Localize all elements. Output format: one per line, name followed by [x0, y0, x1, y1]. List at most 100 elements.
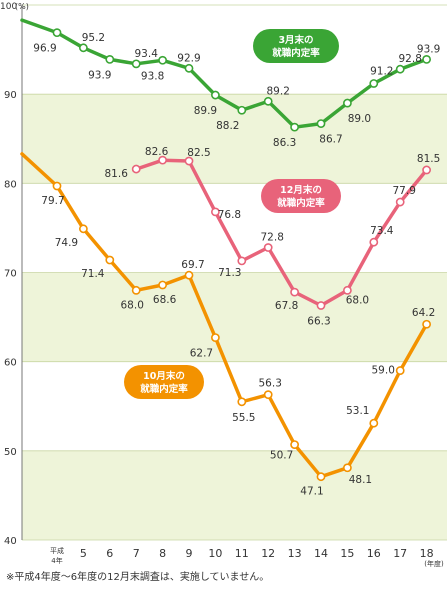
december-data-label: 82.6 [145, 146, 169, 158]
background-band [22, 450, 447, 540]
x-tick-label: 18 [420, 547, 434, 560]
march-data-label: 93.9 [417, 43, 440, 55]
october-data-label: 62.7 [190, 348, 213, 360]
march-series: 96.9 95.2 93.9 93.4 93.8 92.9 89.9 88.2 89.2 86.3… [20, 18, 440, 149]
october-point [369, 418, 379, 428]
december-data-label: 81.6 [105, 168, 129, 180]
december-point [263, 243, 273, 252]
y-tick-label: 50 [4, 447, 17, 458]
october-point [79, 224, 88, 234]
march-data-label: 86.3 [273, 137, 296, 149]
march-point [395, 64, 405, 74]
october-point [131, 285, 141, 295]
october-legend-text: 就職内定率 [140, 383, 188, 395]
december-point [369, 237, 379, 247]
october-legend-shape [124, 365, 204, 399]
march-data-label: 92.8 [399, 53, 422, 65]
december-point [210, 207, 220, 217]
x-tick-label: 14 [314, 547, 328, 560]
october-data-label: 50.7 [270, 450, 293, 462]
y-tick-label: 70 [4, 269, 17, 280]
march-point [210, 90, 220, 100]
y-tick-label: 90 [4, 90, 17, 101]
march-legend-text: 3月末の [278, 34, 313, 46]
march-data-label: 93.4 [135, 48, 159, 60]
march-legend-text: 就職内定率 [272, 47, 320, 59]
x-tick-label: 16 [367, 547, 381, 560]
october-data-label: 53.1 [346, 405, 369, 417]
march-data-label: 95.2 [82, 32, 105, 44]
october-line [20, 152, 429, 479]
x-tick-label: 5 [80, 547, 87, 560]
december-legend-shape [261, 179, 341, 213]
x-tick-label: 平成 [50, 546, 64, 555]
march-data-label: 88.2 [216, 120, 239, 132]
december-point [158, 155, 167, 165]
march-point [369, 79, 379, 88]
october-data-label: 48.1 [349, 474, 372, 486]
x-tick-label: 15 [340, 547, 354, 560]
december-data-label: 76.8 [218, 209, 241, 221]
october-data-label: 56.3 [259, 378, 282, 390]
december-line [134, 158, 429, 308]
background-band [22, 5, 447, 95]
december-point [395, 197, 405, 207]
march-line [20, 18, 429, 129]
october-point [395, 366, 405, 375]
december-point [422, 165, 431, 175]
y-unit-label: (%) [15, 2, 29, 11]
x-tick-label: 11 [235, 547, 249, 560]
october-data-label: 68.6 [153, 294, 177, 306]
december-data-label: 67.8 [275, 300, 298, 312]
december-data-label: 77.9 [393, 185, 416, 197]
background-band [22, 361, 447, 451]
march-data-label: 89.0 [348, 113, 371, 125]
x-tick-label: 6 [106, 547, 113, 560]
december-legend-text: 就職内定率 [277, 197, 325, 209]
march-point [290, 122, 299, 132]
october-data-label: 64.2 [412, 307, 435, 319]
october-point [237, 397, 247, 407]
background-band [22, 272, 447, 362]
x-unit-label: (年度) [424, 559, 444, 568]
october-point [52, 181, 62, 191]
october-data-label: 47.1 [300, 486, 323, 498]
march-data-label: 91.2 [370, 65, 393, 77]
december-data-label: 81.5 [417, 153, 440, 165]
x-tick-label: 9 [186, 547, 193, 560]
x-tick-label: 13 [288, 547, 302, 560]
x-tick-label: 17 [393, 547, 407, 560]
december-point [237, 256, 247, 266]
march-legend-shape [253, 29, 339, 63]
december-point [184, 156, 194, 166]
october-point [422, 319, 431, 329]
december-point [131, 164, 141, 174]
march-point [52, 28, 62, 38]
october-point [158, 280, 167, 290]
x-tick-label: 10 [208, 547, 222, 560]
december-series: 81.6 82.6 82.5 76.8 71.3 72.8 67.8 66.3 68.0 73.4… [105, 146, 441, 327]
october-point [290, 440, 299, 449]
october-point [184, 270, 194, 280]
october-data-label: 55.5 [232, 412, 255, 424]
october-data-label: 68.0 [121, 299, 144, 311]
background-band [22, 183, 447, 273]
march-point [79, 43, 88, 53]
x-tick-label: 8 [159, 547, 166, 560]
y-tick-label: 80 [4, 179, 17, 190]
march-point [105, 54, 115, 64]
december-point [290, 287, 299, 297]
march-data-label: 93.9 [88, 69, 111, 81]
october-data-label: 59.0 [372, 365, 395, 377]
march-data-label: 93.8 [141, 70, 164, 82]
march-point [237, 105, 247, 115]
october-data-label: 69.7 [181, 259, 204, 271]
y-tick-label: 100 [0, 2, 17, 12]
y-tick-label: 40 [4, 536, 17, 547]
march-data-label: 89.2 [267, 85, 290, 97]
october-point [105, 255, 115, 265]
october-data-label: 74.9 [55, 237, 78, 249]
december-legend-text: 12月末の [280, 184, 322, 196]
